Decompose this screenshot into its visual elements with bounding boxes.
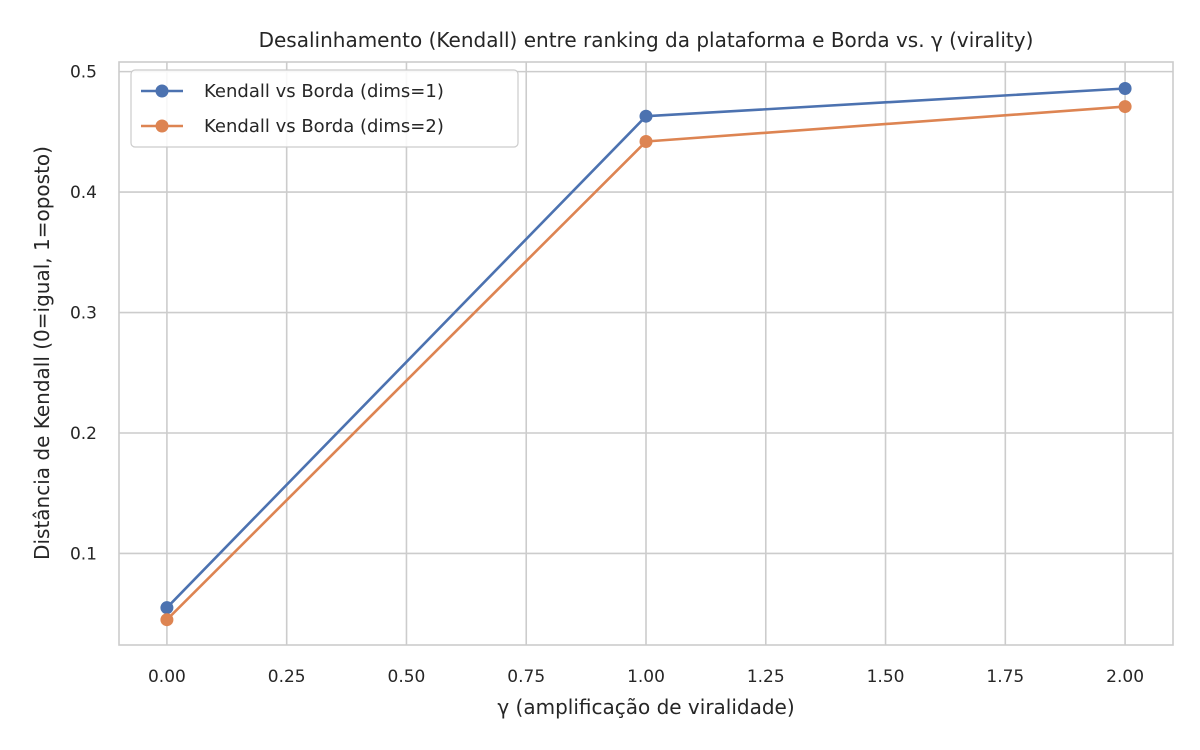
x-tick-label: 0.25 bbox=[268, 667, 306, 687]
y-tick-label: 0.3 bbox=[70, 304, 97, 324]
x-tick-label: 1.25 bbox=[747, 667, 785, 687]
y-tick-label: 0.2 bbox=[70, 424, 97, 444]
chart-title: Desalinhamento (Kendall) entre ranking d… bbox=[259, 28, 1034, 52]
x-axis-label: γ (amplificação de viralidade) bbox=[497, 695, 794, 719]
data-point bbox=[1118, 82, 1132, 95]
x-tick-label: 2.00 bbox=[1106, 667, 1144, 687]
data-point bbox=[160, 601, 174, 615]
x-tick-label: 0.00 bbox=[148, 667, 186, 687]
legend-box bbox=[130, 69, 519, 148]
series-2 bbox=[160, 100, 1132, 627]
y-tick-label: 0.5 bbox=[70, 63, 97, 83]
y-tick-label: 0.4 bbox=[70, 183, 97, 203]
legend: Kendall vs Borda (dims=1) Kendall vs Bord… bbox=[130, 69, 519, 148]
series-1 bbox=[160, 82, 1132, 615]
grid-layer bbox=[119, 62, 1173, 645]
x-tick-label: 0.50 bbox=[388, 667, 426, 687]
x-tick-label: 1.00 bbox=[627, 667, 665, 687]
x-tick-label: 0.75 bbox=[507, 667, 545, 687]
data-point bbox=[1118, 100, 1132, 114]
y-axis-ticks: 0.1 0.2 0.3 0.4 0.5 bbox=[70, 63, 97, 565]
data-point bbox=[160, 613, 174, 627]
data-point bbox=[639, 135, 653, 148]
legend-label: Kendall vs Borda (dims=1) bbox=[204, 81, 444, 102]
x-tick-label: 1.75 bbox=[986, 667, 1024, 687]
y-axis-label: Distância de Kendall (0=igual, 1=oposto) bbox=[30, 146, 54, 560]
x-axis-ticks: 0.00 0.25 0.50 0.75 1.00 1.25 1.50 1.75 2.00 bbox=[148, 667, 1144, 687]
series-layer bbox=[160, 82, 1132, 627]
y-tick-label: 0.1 bbox=[70, 544, 97, 564]
legend-marker bbox=[155, 119, 169, 133]
data-point bbox=[639, 109, 653, 123]
plot-frame bbox=[118, 61, 1174, 646]
legend-marker bbox=[155, 84, 169, 98]
x-tick-label: 1.50 bbox=[867, 667, 905, 687]
legend-label: Kendall vs Borda (dims=2) bbox=[204, 116, 444, 137]
